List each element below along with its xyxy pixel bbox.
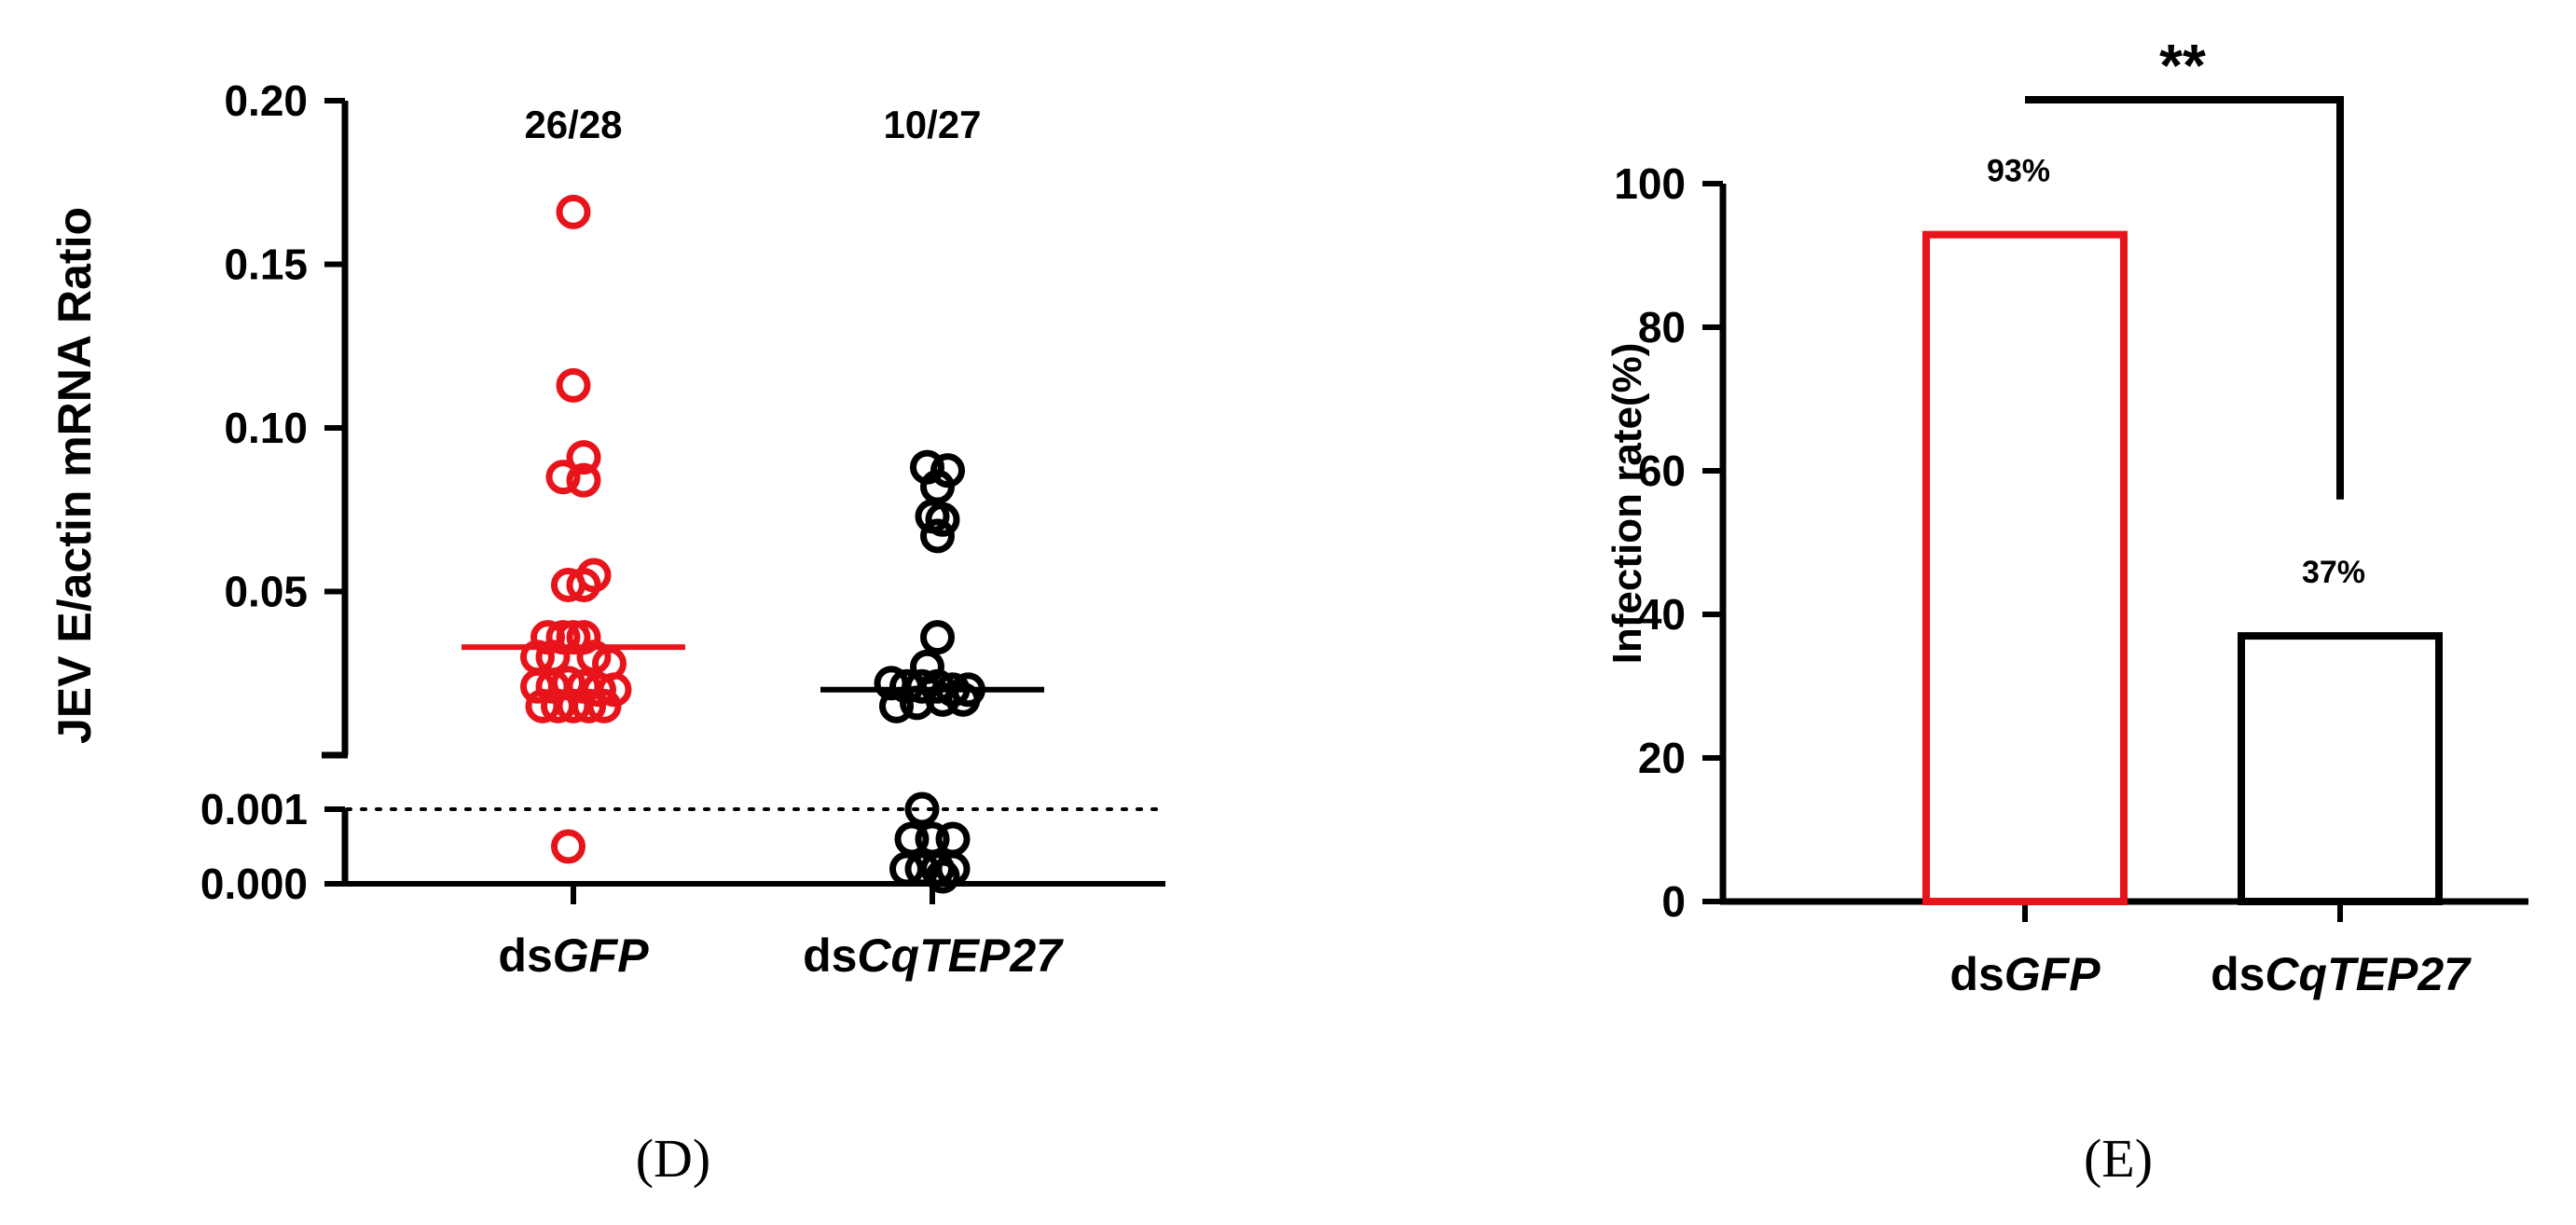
e-tick-label: 0 <box>1661 877 1686 926</box>
d-data-point <box>556 367 591 403</box>
d-data-point <box>551 829 585 864</box>
e-bar <box>1922 230 2128 906</box>
e-value-labels: 93% 37% <box>1987 154 2365 590</box>
d-count-labels: 26/28 10/27 <box>524 103 981 146</box>
d-count-label: 26/28 <box>524 103 622 146</box>
d-category-label: dsCqTEP27 <box>803 929 1064 982</box>
d-data-point <box>551 567 585 602</box>
d-data-point <box>945 681 981 717</box>
d-category-labels: dsGFP dsCqTEP27 <box>498 929 1064 982</box>
d-tick-label: 0.15 <box>224 241 308 289</box>
d-count-label: 10/27 <box>883 103 981 146</box>
d-data-point <box>925 859 960 894</box>
d-data-point <box>586 688 622 723</box>
e-significance-bracket: ** <box>2025 32 2344 500</box>
d-data-point <box>566 462 601 498</box>
d-data-point <box>545 460 581 495</box>
panel-d-scatter-chart: 0.20 0.15 0.10 0.05 0.001 0.000 26/28 10/27 ds… <box>48 76 1165 982</box>
e-category-label: dsGFP <box>1949 948 2101 1000</box>
e-category-label: dsCqTEP27 <box>2211 948 2472 1000</box>
d-tick-label: 0.001 <box>200 785 308 833</box>
d-data-point <box>925 681 960 717</box>
d-tick-label: 0.05 <box>224 568 308 616</box>
d-data-point <box>566 567 601 602</box>
d-data-point <box>920 518 955 554</box>
e-value-label: 93% <box>1987 154 2050 189</box>
e-bracket-line <box>2025 96 2344 500</box>
e-category-labels: dsGFP dsCqTEP27 <box>1949 948 2472 1000</box>
d-data-point <box>572 688 606 723</box>
d-data-points <box>520 194 985 894</box>
d-data-point <box>566 440 601 475</box>
e-tick-label: 80 <box>1638 303 1686 351</box>
e-y-ticks: 0 20 40 60 80 100 <box>1614 159 1723 926</box>
d-tick-label: 0.20 <box>224 76 308 125</box>
d-y-axis-label: JEV E/actin mRNA Ratio <box>48 207 101 744</box>
e-tick-label: 40 <box>1638 590 1686 639</box>
d-data-point <box>556 194 591 229</box>
e-significance-stars: ** <box>2159 32 2206 99</box>
d-y-ticks: 0.20 0.15 0.10 0.05 0.001 0.000 <box>200 76 345 908</box>
d-category-label: dsGFP <box>498 929 649 982</box>
d-mean-lines <box>461 644 1044 693</box>
d-data-point <box>925 502 960 537</box>
d-tick-label: 0.000 <box>200 860 308 908</box>
e-tick-label: 60 <box>1638 447 1686 495</box>
e-bar <box>2238 632 2443 905</box>
e-value-label: 37% <box>2302 555 2365 590</box>
panel-label-e: (E) <box>2084 1128 2153 1189</box>
e-bars <box>1922 230 2443 906</box>
d-data-point <box>904 791 940 827</box>
panel-label-d: (D) <box>636 1128 711 1189</box>
e-tick-label: 20 <box>1638 734 1686 782</box>
d-tick-label: 0.10 <box>224 404 308 452</box>
e-tick-label: 100 <box>1614 159 1686 208</box>
d-data-point <box>920 620 955 655</box>
e-y-axis-label: Infection rate(%) <box>1605 343 1650 665</box>
d-axes <box>322 101 1165 904</box>
d-data-point <box>556 620 591 655</box>
panel-e-bar-chart: 0 20 40 60 80 100 93% 37% ** dsGFP dsCqTEP27 In… <box>1605 32 2528 1000</box>
